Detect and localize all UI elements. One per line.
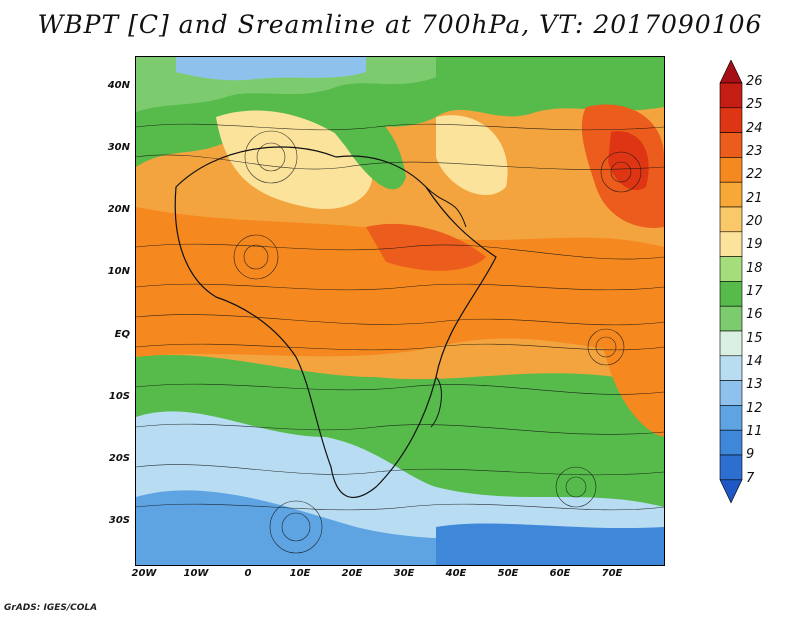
credit-text: GrADS: IGES/COLA (4, 603, 98, 613)
lat-label: 20S (108, 453, 130, 464)
colorbar-swatch (719, 454, 743, 481)
field-north-blue (176, 57, 366, 81)
field-indian-ocean-warm (594, 285, 664, 437)
lon-label: 70E (601, 568, 623, 579)
colorbar-label: 7 (746, 470, 755, 486)
colorbar-label: 20 (746, 214, 763, 230)
field-equatorial-orange (136, 207, 664, 357)
lon-label: 10E (289, 568, 311, 579)
colorbar-label: 25 (746, 97, 763, 113)
colorbar-swatch (719, 157, 743, 183)
colorbar-swatch (719, 256, 743, 282)
colorbar-swatch (719, 206, 743, 233)
lon-label: 50E (497, 568, 519, 579)
lon-label: 20W (131, 568, 157, 579)
colorbar-label: 21 (746, 190, 763, 206)
colorbar-label: 22 (746, 167, 763, 183)
colorbar-label: 26 (746, 74, 763, 89)
wbpt-field-map (136, 57, 664, 565)
colorbar-bottom-arrow (719, 479, 743, 504)
lon-label: 30E (393, 568, 415, 579)
lon-label: 20E (341, 568, 363, 579)
colorbar-label: 15 (746, 330, 763, 346)
colorbar-swatch (719, 231, 743, 257)
colorbar-label: 23 (746, 144, 763, 160)
colorbar-label: 14 (746, 354, 763, 370)
colorbar-label: 19 (746, 237, 763, 253)
colorbar-label: 12 (746, 400, 763, 416)
colorbar-label: 16 (746, 307, 763, 323)
lon-label: 0 (244, 568, 252, 579)
map-title: WBPT [C] and Sreamline at 700hPa, VT: 20… (37, 10, 763, 39)
lat-label: 30N (107, 142, 130, 153)
field-arabia-yellow (436, 115, 508, 196)
field-warm-core (366, 223, 486, 271)
colorbar-label: 9 (746, 447, 755, 463)
lat-label: 10N (107, 266, 130, 277)
colorbar-swatch (719, 429, 743, 456)
red-sea-coast (425, 186, 467, 228)
lat-label: 10S (108, 391, 130, 402)
lon-label: 40E (445, 568, 467, 579)
field-egypt-green (306, 94, 406, 190)
colorbar-swatch (719, 181, 743, 208)
colorbar-swatch (719, 82, 743, 109)
colorbar-swatch (719, 107, 743, 133)
weather-map-panel (135, 56, 665, 566)
field-arabian-sea-hot (608, 131, 649, 191)
colorbar-label: 24 (746, 120, 763, 136)
field-south-deepblue (436, 523, 664, 565)
lat-label: EQ (114, 329, 130, 340)
lat-label: 30S (108, 515, 130, 526)
colorbar-swatch (719, 380, 743, 406)
colorbar-label: 17 (746, 284, 763, 300)
madagascar-coast (430, 376, 442, 428)
field-sahara-yellow (216, 110, 373, 209)
colorbar-swatch (719, 305, 743, 332)
colorbar-label: 11 (746, 424, 763, 440)
colorbar-swatch (719, 281, 743, 307)
colorbar-swatch (719, 355, 743, 381)
lat-label: 40N (107, 80, 130, 91)
colorbar-swatch (719, 330, 743, 357)
streamlines (136, 123, 664, 554)
lat-label: 20N (107, 204, 130, 215)
colorbar-swatch (719, 132, 743, 158)
colorbar-label: 13 (746, 377, 763, 393)
colorbar-label: 18 (746, 260, 763, 276)
colorbar-swatch (719, 405, 743, 431)
colorbar-top-arrow (719, 60, 743, 84)
lon-label: 10W (183, 568, 209, 579)
colorbar (719, 60, 743, 504)
lon-label: 60E (549, 568, 571, 579)
